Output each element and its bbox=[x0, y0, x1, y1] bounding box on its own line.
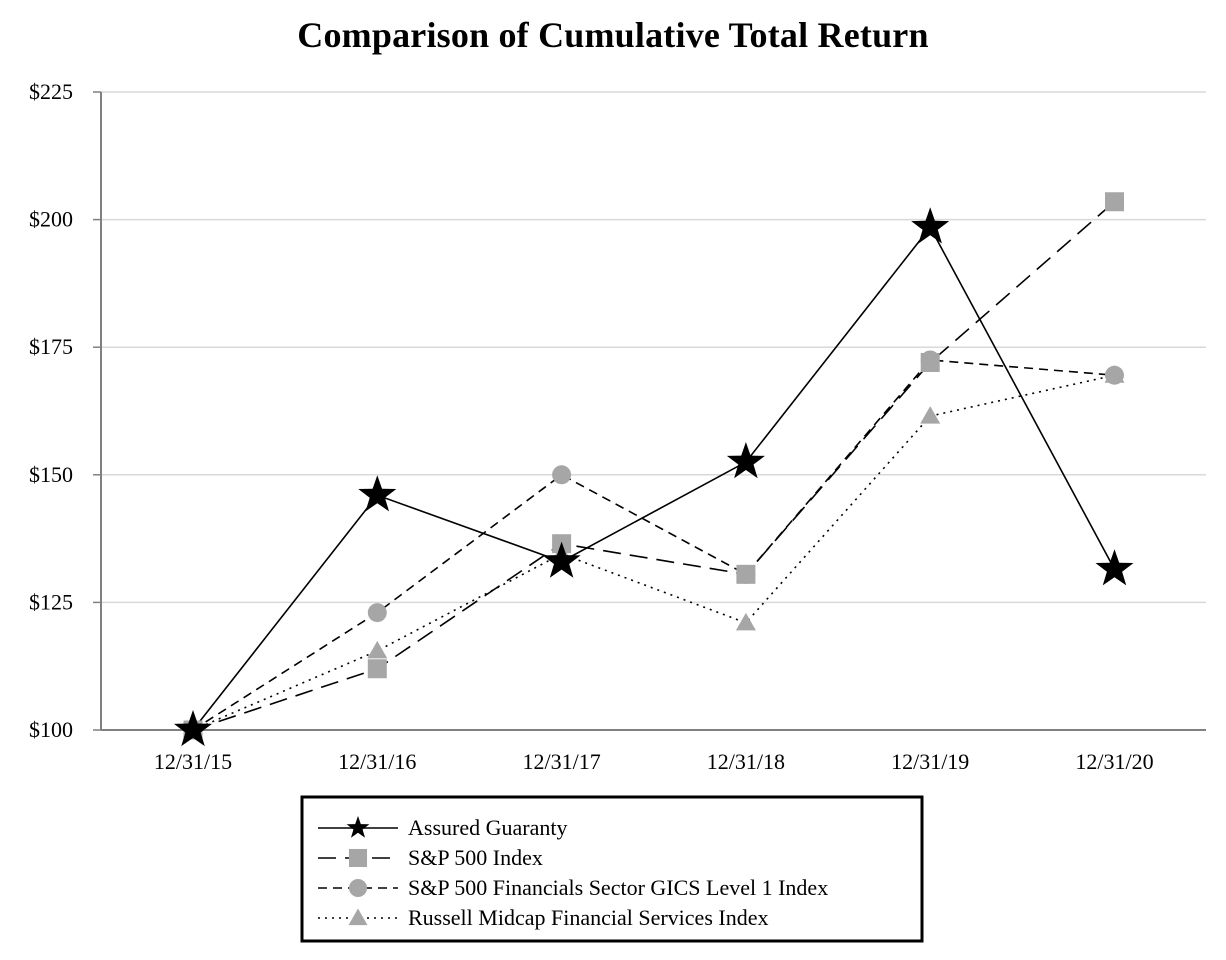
marker-circle bbox=[1105, 365, 1124, 385]
marker-triangle bbox=[735, 612, 756, 631]
marker-circle bbox=[367, 603, 387, 623]
marker-square bbox=[348, 848, 368, 868]
marker-square bbox=[1105, 192, 1124, 212]
marker-square bbox=[920, 353, 940, 373]
axes: $100 $125 $150 $175 $200 $225 12/31/15 12/31/16… bbox=[29, 79, 1206, 774]
x-tick-label: 12/31/16 bbox=[338, 749, 416, 774]
y-tick-label: $175 bbox=[29, 334, 73, 359]
y-tick-label: $125 bbox=[29, 589, 73, 614]
marker-star bbox=[346, 816, 370, 838]
y-tick-label: $225 bbox=[29, 79, 73, 104]
y-tick-label: $100 bbox=[29, 717, 73, 742]
x-tick-label: 12/31/15 bbox=[154, 749, 232, 774]
marker-star bbox=[911, 207, 950, 244]
y-tick-label: $150 bbox=[29, 462, 73, 487]
series-line bbox=[192, 359, 1115, 731]
gridlines bbox=[101, 91, 1206, 604]
y-tick-label: $200 bbox=[29, 207, 73, 232]
series-line bbox=[192, 225, 1116, 731]
series-markers bbox=[173, 192, 1134, 747]
marker-square bbox=[367, 659, 387, 679]
marker-triangle bbox=[920, 406, 941, 424]
series-lines bbox=[192, 201, 1116, 731]
marker-star bbox=[1095, 549, 1134, 586]
x-tick-label: 12/31/18 bbox=[707, 749, 785, 774]
marker-square bbox=[736, 564, 756, 584]
marker-star bbox=[358, 475, 397, 512]
legend-label: S&P 500 Financials Sector GICS Level 1 I… bbox=[408, 875, 828, 900]
legend-label: S&P 500 Index bbox=[408, 845, 543, 870]
marker-circle bbox=[348, 878, 368, 898]
marker-triangle bbox=[367, 640, 388, 659]
legend-box bbox=[300, 795, 924, 943]
marker-triangle bbox=[348, 908, 368, 926]
x-tick-label: 12/31/20 bbox=[1075, 749, 1153, 774]
chart-title: Comparison of Cumulative Total Return bbox=[297, 15, 929, 55]
marker-circle bbox=[552, 465, 572, 485]
x-tick-label: 12/31/17 bbox=[522, 749, 600, 774]
x-tick-label: 12/31/19 bbox=[891, 749, 969, 774]
marker-star bbox=[173, 710, 213, 747]
legend-label: Assured Guaranty bbox=[408, 815, 567, 840]
series-line bbox=[192, 201, 1116, 731]
marker-star bbox=[542, 541, 581, 578]
marker-star bbox=[726, 442, 765, 479]
legend-label: Russell Midcap Financial Services Index bbox=[408, 905, 768, 930]
legend: Assured Guaranty S&P 500 Index S&P 500 Fin… bbox=[300, 795, 924, 943]
